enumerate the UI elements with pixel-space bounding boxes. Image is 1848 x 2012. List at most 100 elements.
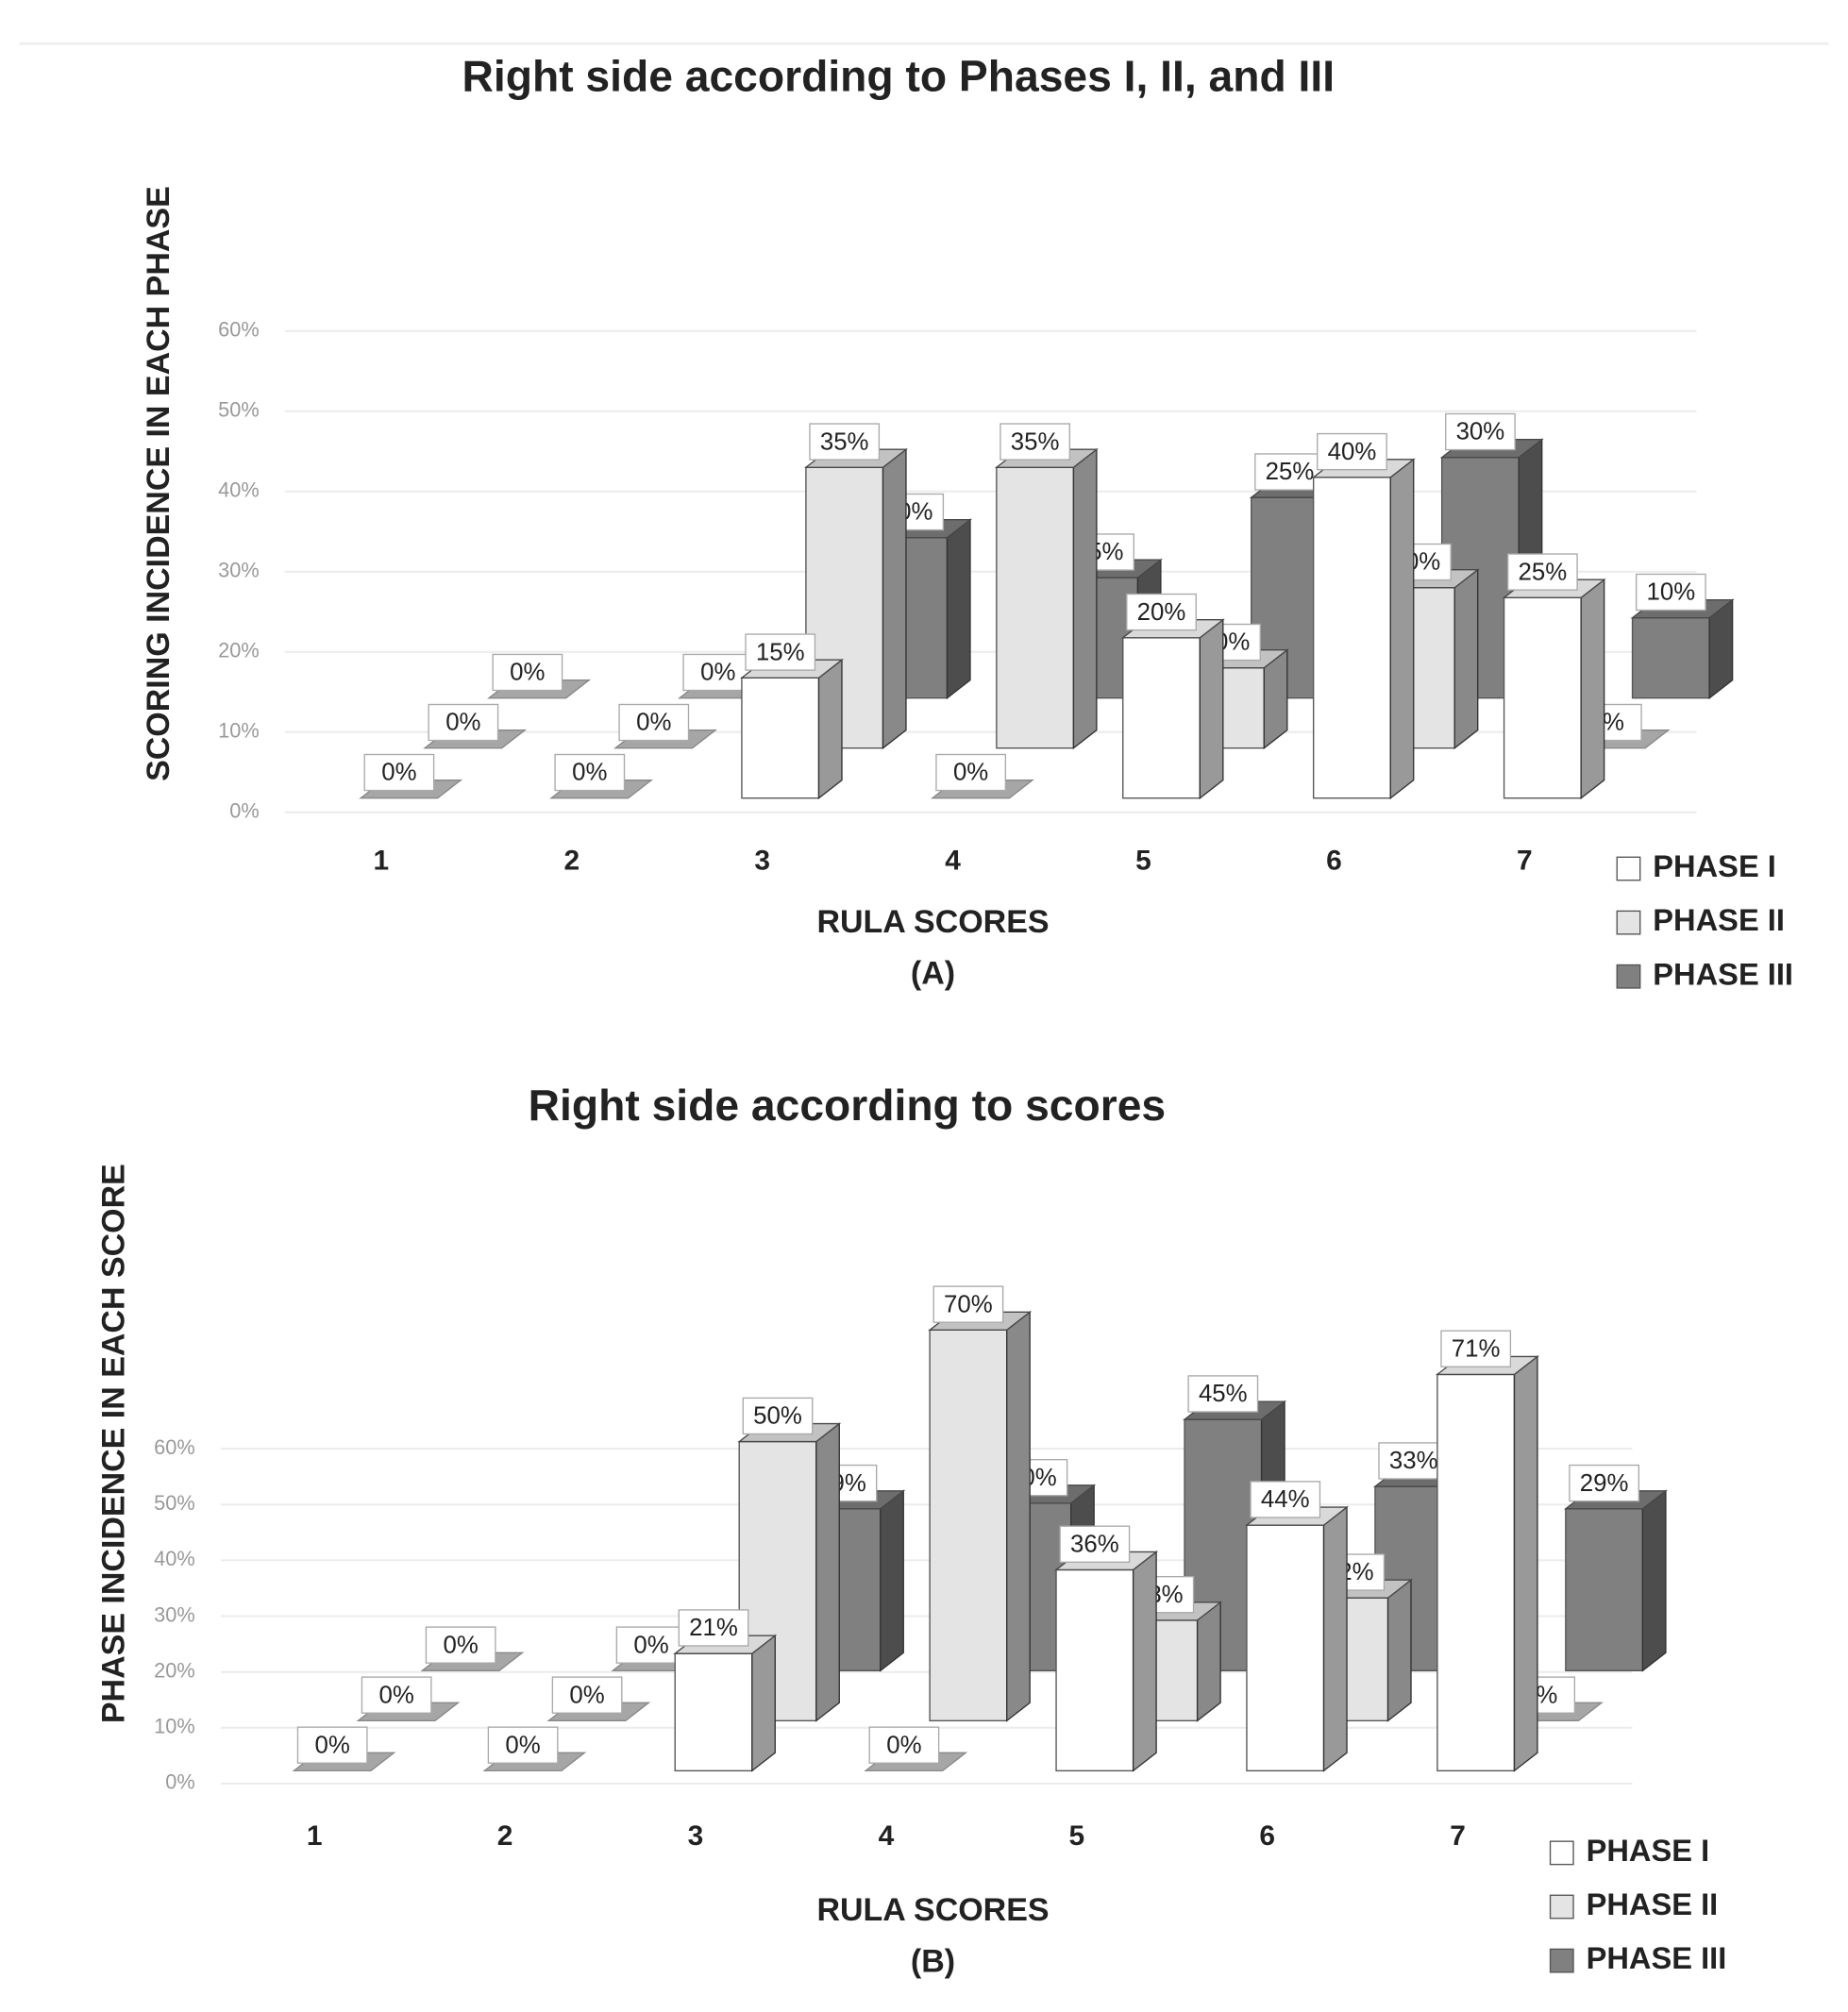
data-label: 40%: [1328, 439, 1377, 465]
data-label: 0%: [315, 1732, 350, 1758]
bar-side: [1641, 1489, 1667, 1672]
x-tick-label: 6: [1259, 1820, 1275, 1852]
bar: [1244, 1505, 1350, 1772]
bar: [994, 447, 1099, 750]
legend-label: PHASE I: [1653, 848, 1776, 883]
data-label: 0%: [510, 660, 545, 686]
x-tick-label: 7: [1517, 846, 1533, 877]
data-label: 0%: [445, 710, 480, 736]
x-tick-label: 4: [879, 1820, 895, 1852]
label-box: [428, 703, 499, 742]
data-label: 0%: [505, 1732, 540, 1758]
label-box: [1569, 1464, 1640, 1502]
x-tick-label: 5: [1135, 846, 1151, 877]
bar: [739, 658, 844, 800]
data-label: 20%: [1137, 599, 1186, 626]
label-box: [1187, 1375, 1259, 1413]
bar-side: [817, 658, 843, 800]
data-label: 50%: [753, 1403, 802, 1430]
bar-front: [674, 1652, 753, 1772]
bar: [1563, 1489, 1668, 1672]
bar-front: [1565, 1508, 1644, 1672]
y-tick-label: 50%: [218, 398, 260, 422]
label-box: [678, 1609, 749, 1647]
bar: [1435, 1355, 1539, 1772]
data-label: 10%: [1646, 579, 1695, 606]
bar-front: [929, 1329, 1008, 1722]
y-axis-title: SCORING INCIDENCE IN EACH PHASE: [141, 186, 176, 781]
label-box: [554, 753, 626, 792]
label-box: [551, 1676, 623, 1714]
data-label: 21%: [689, 1615, 738, 1641]
x-tick-label: 1: [307, 1820, 323, 1852]
bar-front: [1055, 1568, 1134, 1772]
bar-front: [1246, 1524, 1325, 1772]
bar-front: [741, 677, 820, 799]
legend-label: PHASE III: [1653, 956, 1793, 991]
label-box: [1126, 593, 1197, 631]
data-label: 33%: [1389, 1448, 1438, 1474]
label-box: [425, 1626, 496, 1664]
legend-swatch: [1616, 964, 1641, 989]
x-tick-label: 3: [688, 1820, 704, 1852]
bar-side: [815, 1422, 840, 1722]
label-box: [1250, 1481, 1321, 1518]
data-label: 44%: [1261, 1486, 1310, 1513]
y-tick-label: 40%: [154, 1547, 195, 1570]
y-tick-label: 30%: [154, 1602, 195, 1626]
x-tick-label: 2: [563, 846, 580, 877]
label-box: [1445, 412, 1516, 451]
data-label: 29%: [1580, 1470, 1629, 1497]
y-tick-label: 10%: [218, 718, 260, 742]
y-tick-label: 20%: [154, 1658, 195, 1682]
label-box: [745, 633, 816, 671]
data-label: 0%: [572, 760, 607, 786]
data-label: 0%: [378, 1682, 413, 1708]
bar: [1502, 578, 1606, 800]
bar-front: [996, 466, 1075, 749]
legend-label: PHASE II: [1653, 902, 1785, 937]
y-tick-label: 60%: [218, 318, 260, 342]
bar: [1311, 458, 1416, 800]
bar-side: [1199, 618, 1224, 800]
legend-swatch: [1549, 1894, 1574, 1920]
data-label: 0%: [633, 1632, 668, 1658]
x-tick-label: 1: [374, 846, 390, 877]
bar-side: [882, 447, 907, 750]
label-box: [809, 423, 881, 461]
caption: (A): [911, 955, 955, 991]
bar-front: [1631, 617, 1710, 699]
legend-swatch: [1616, 856, 1641, 881]
x-tick-label: 6: [1326, 846, 1342, 877]
bar-side: [1322, 1505, 1348, 1772]
label-box: [1506, 553, 1578, 591]
data-label: 25%: [1519, 559, 1568, 585]
label-box: [1000, 423, 1071, 461]
bar-side: [751, 1634, 776, 1772]
x-tick-label: 5: [1068, 1820, 1084, 1852]
bar: [928, 1310, 1033, 1722]
data-label: 0%: [443, 1632, 478, 1658]
y-tick-label: 40%: [218, 478, 260, 502]
data-label: 0%: [700, 660, 735, 686]
label-box: [932, 1285, 1004, 1323]
y-tick-label: 60%: [154, 1435, 195, 1459]
data-label: 35%: [820, 428, 869, 455]
data-label: 15%: [756, 639, 805, 665]
bar-side: [1006, 1310, 1031, 1722]
bar-side: [1196, 1601, 1221, 1722]
caption: (B): [911, 1943, 955, 1979]
label-box: [296, 1726, 368, 1764]
y-tick-label: 50%: [154, 1491, 195, 1515]
data-label: 70%: [944, 1291, 993, 1317]
label-box: [742, 1397, 814, 1435]
chart-title: Right side according to scores: [529, 1081, 1166, 1130]
bar-side: [1389, 458, 1415, 800]
bar-front: [1503, 596, 1582, 799]
bar-side: [946, 518, 971, 700]
y-tick-label: 30%: [218, 558, 260, 581]
data-label: 0%: [636, 710, 671, 736]
label-box: [618, 703, 690, 742]
